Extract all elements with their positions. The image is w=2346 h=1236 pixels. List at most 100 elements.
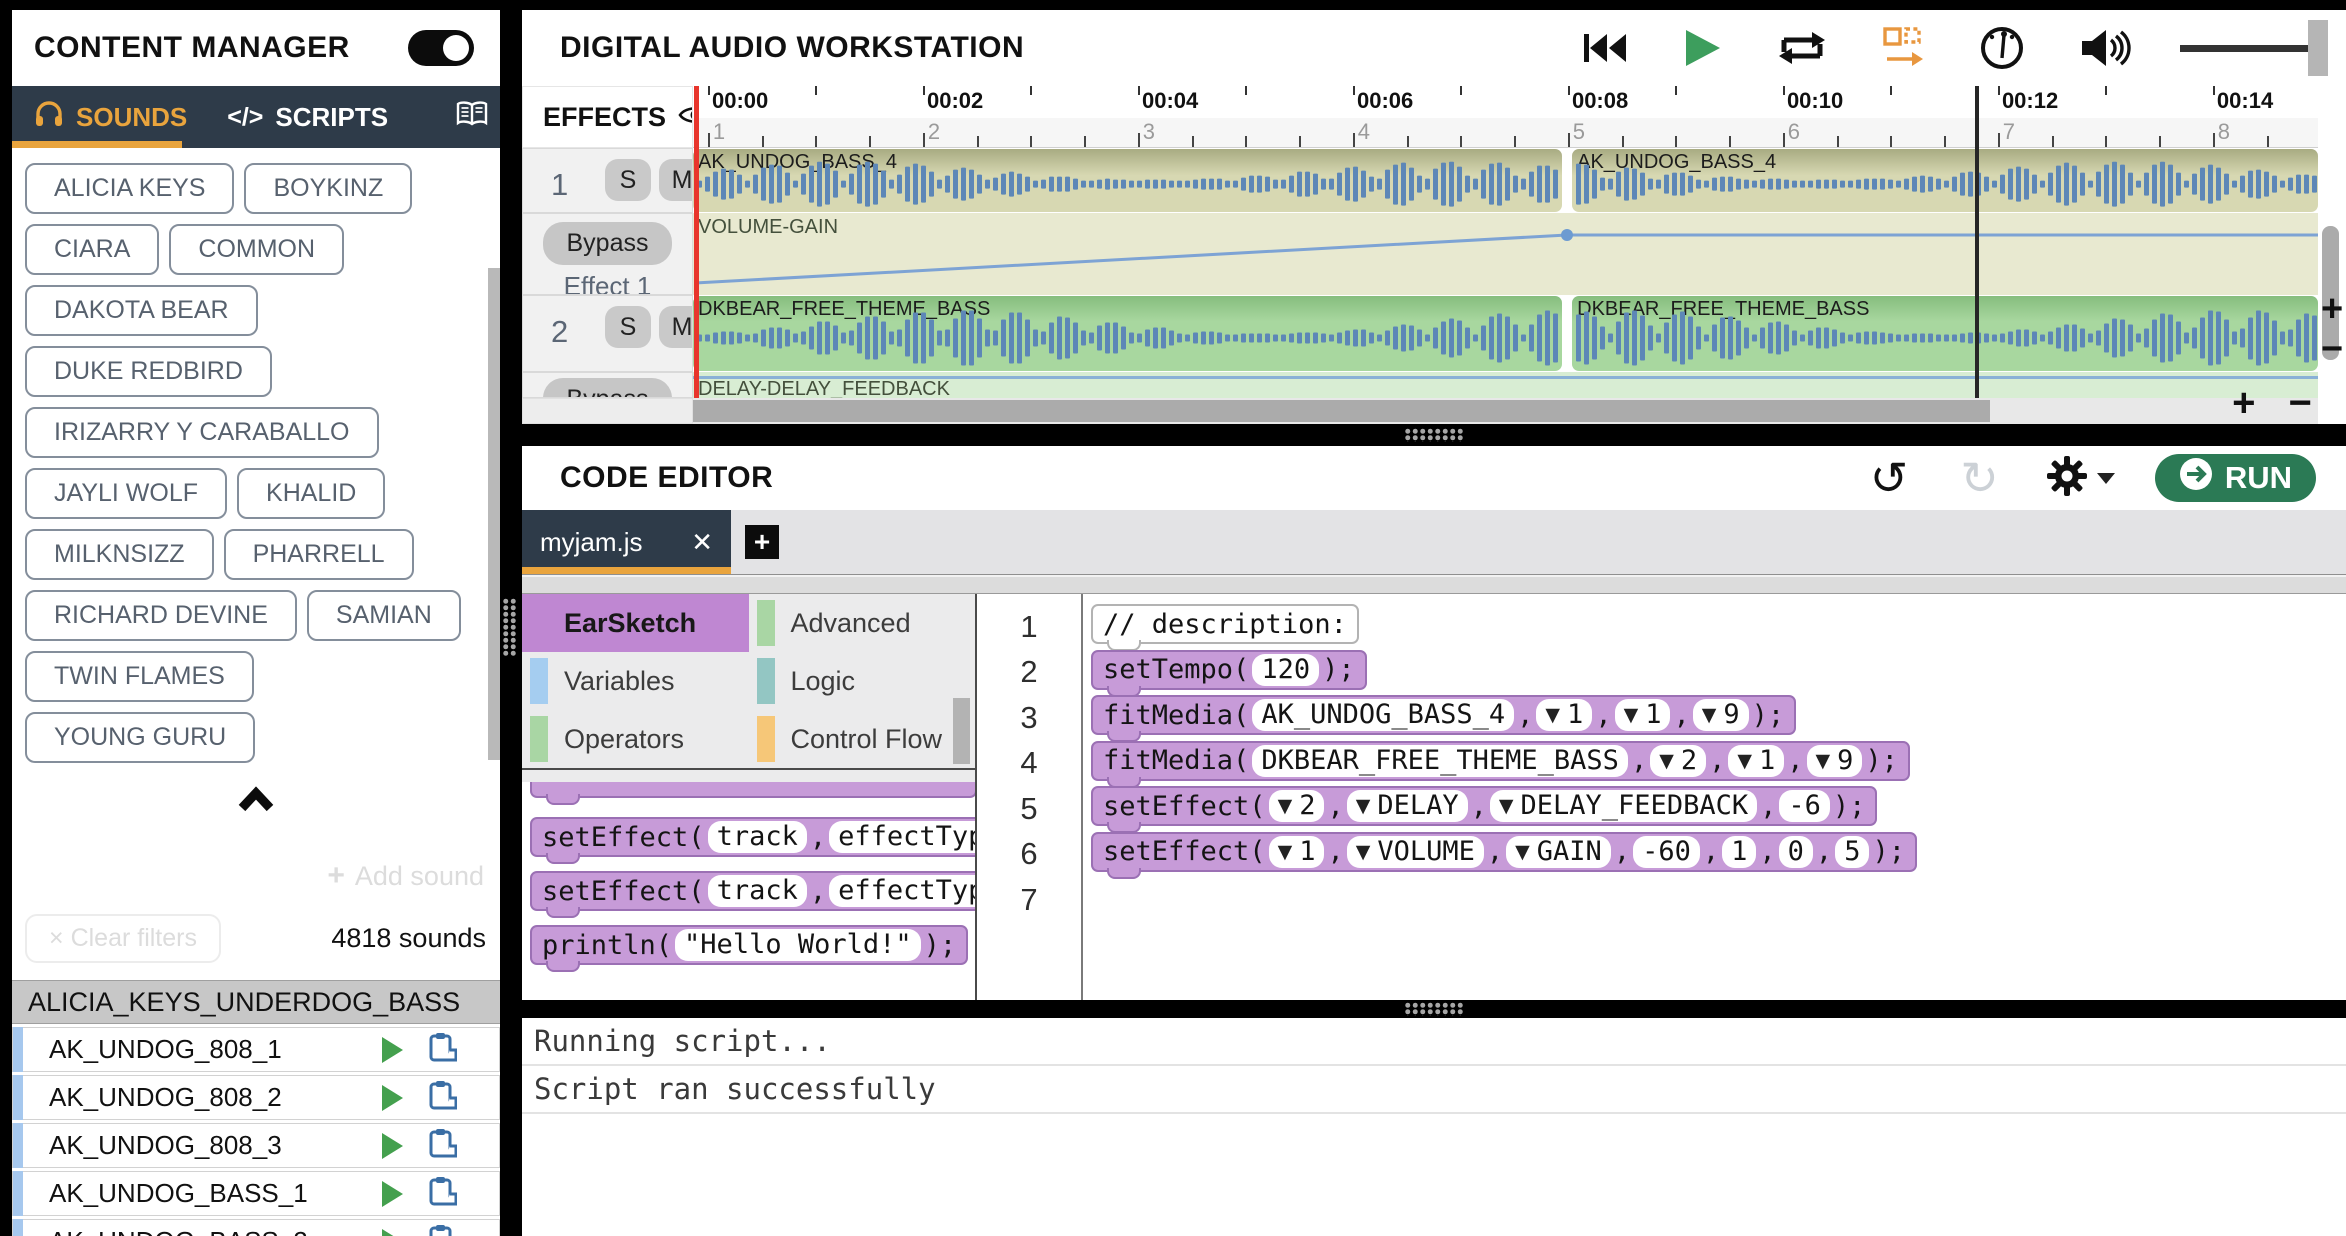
track-1-bypass-button[interactable]: Bypass [542,222,673,265]
tab-sounds[interactable]: SOUNDS [34,100,187,135]
block-dropdown[interactable]: ▼ DELAY_FEEDBACK [1489,790,1758,822]
artist-filter-chip[interactable]: RICHARD DEVINE [25,590,297,641]
block-slot[interactable]: track [707,821,807,853]
palette-block[interactable]: println("Hello World!"); [530,925,969,972]
sidebar-scrollbar[interactable] [488,268,500,760]
sound-list-item[interactable]: AK_UNDOG_BASS_2 [12,1219,500,1236]
block-slot[interactable]: 1 [1722,835,1757,868]
artist-filter-chip[interactable]: IRIZARRY Y CARABALLO [25,407,379,458]
track-2-mute-button[interactable]: M [659,306,692,348]
palette-category-variables[interactable]: Variables [522,652,749,710]
track-1-mute-button[interactable]: M [659,159,692,201]
palette-block[interactable]: setEffect(track, effectType, [530,817,975,864]
block-dropdown[interactable]: ▼ 2 [1268,790,1325,822]
artist-filter-chip[interactable]: YOUNG GURU [25,712,256,763]
audio-clip[interactable]: AK_UNDOG_BASS_4 [693,149,1563,212]
artist-filter-chip[interactable]: DAKOTA BEAR [25,285,258,336]
sound-list-item[interactable]: AK_UNDOG_808_3 [12,1123,500,1168]
block-dropdown[interactable]: ▼ 1 [1614,699,1671,731]
loop-button[interactable] [1770,25,1834,71]
code-block[interactable]: setEffect(▼ 2, ▼ DELAY, ▼ DELAY_FEEDBACK, -… [1091,786,1878,833]
block-slot[interactable]: DKBEAR_FREE_THEME_BASS [1252,744,1628,777]
block-dropdown[interactable]: ▼ 9 [1806,744,1863,777]
track-2-effect-lane[interactable]: DELAY-DELAY_FEEDBACK [693,372,2318,398]
block-slot[interactable]: effectType [829,875,975,907]
block-slot[interactable]: 120 [1252,653,1320,686]
block-slot[interactable]: -60 [1633,835,1700,868]
paste-to-code-icon[interactable] [429,1128,458,1163]
paste-to-code-icon[interactable] [429,1176,458,1211]
preview-play-icon[interactable] [382,1228,403,1236]
palette-category-control-flow[interactable]: Control Flow [749,710,976,768]
sound-folder-header[interactable]: ALICIA_KEYS_UNDERDOG_BASS [12,980,500,1024]
code-console-resize-handle[interactable] [1404,1002,1464,1016]
preview-play-icon[interactable] [382,1132,403,1159]
automation-point[interactable] [1561,229,1573,241]
preview-play-icon[interactable] [382,1036,403,1063]
blocks-code-area[interactable]: // description: setTempo(120); fitMedia(AK… [1083,594,2346,1000]
block-dropdown[interactable]: ▼ 1 [1268,835,1325,868]
measure-ruler[interactable]: 1 2 3 4 5 6 7 8 [693,118,2318,148]
daw-vertical-scrollbar[interactable] [2322,226,2339,360]
editor-scroll-strip[interactable] [522,574,2346,594]
playhead[interactable] [694,86,699,398]
chevron-up-icon[interactable] [234,784,278,819]
sound-list-item[interactable]: AK_UNDOG_808_2 [12,1075,500,1120]
block-slot[interactable]: -6 [1779,790,1830,822]
preview-play-icon[interactable] [382,1084,403,1111]
code-block[interactable]: setEffect(▼ 1, ▼ VOLUME, ▼ GAIN, -60, 1, 0,… [1091,831,1917,879]
block-dropdown[interactable]: ▼ 1 [1536,699,1593,731]
palette-scrollbar[interactable] [953,698,970,764]
sound-list-item[interactable]: AK_UNDOG_808_1 [12,1027,500,1072]
artist-filter-chip[interactable]: MILKNSIZZ [25,529,214,580]
time-ruler[interactable]: 00:00 00:02 00:04 00:06 00:08 00:10 00:12 00:14 [693,86,2318,118]
block-dropdown[interactable]: ▼ 2 [1650,744,1707,777]
palette-category-logic[interactable]: Logic [749,652,976,710]
block-slot[interactable]: 5 [1835,835,1870,868]
block-slot[interactable]: track [707,875,807,907]
palette-category-advanced[interactable]: Advanced [749,594,976,652]
volume-slider[interactable] [2180,20,2328,76]
paste-to-code-icon[interactable] [429,1080,458,1115]
palette-block[interactable]: setEffect(track, effectType, [530,871,975,918]
block-dropdown[interactable]: ▼ VOLUME [1346,835,1484,868]
volume-slider-handle[interactable] [2308,20,2328,76]
timeline-cursor[interactable] [1975,86,1980,398]
track-1-effect-lane[interactable]: VOLUME-GAIN [693,213,2318,295]
block-dropdown[interactable]: ▼ GAIN [1506,835,1611,868]
code-block[interactable]: // description: [1091,604,1359,651]
artist-filter-chip[interactable]: TWIN FLAMES [25,651,254,702]
editor-settings-menu[interactable] [2045,454,2115,503]
audio-clip[interactable]: DKBEAR_FREE_THEME_BASS [693,296,1563,371]
artist-filter-chip[interactable]: JAYLI WOLF [25,468,228,519]
rewind-to-start-button[interactable] [1576,26,1634,70]
block-slot[interactable]: 0 [1778,835,1813,868]
palette-category-operators[interactable]: Operators [522,710,749,768]
horizontal-zoom-in-button[interactable]: + [2232,381,2256,425]
metronome-button[interactable] [1972,23,2032,73]
preview-play-icon[interactable] [382,1180,403,1207]
block-dropdown[interactable]: ▼ 9 [1692,699,1749,731]
track-2-lane[interactable]: DKBEAR_FREE_THEME_BASS DKBEAR_FREE_THEME_… [693,295,2318,372]
redo-icon[interactable]: ↻ [1954,454,2005,502]
audio-clip[interactable]: DKBEAR_FREE_THEME_BASS [1572,296,2318,371]
track-2-solo-button[interactable]: S [605,306,651,348]
vertical-zoom-out-button[interactable]: − [2321,328,2344,370]
daw-horizontal-scrollbar[interactable] [693,398,2318,424]
daw-code-resize-handle[interactable] [1404,428,1464,442]
daw-hscroll-thumb[interactable] [693,400,1990,422]
sound-list-item[interactable]: AK_UNDOG_BASS_1 [12,1171,500,1216]
code-block[interactable]: setTempo(120); [1091,649,1367,697]
tab-myjam-js[interactable]: myjam.js ✕ [522,510,731,574]
follow-playhead-button[interactable] [1876,25,1930,71]
track-1-lane[interactable]: AK_UNDOG_BASS_4 AK_UNDOG_BASS_4 [693,148,2318,213]
track-2-bypass-button[interactable]: Bypass [542,378,673,397]
artist-filter-chip[interactable]: BOYKINZ [244,163,413,214]
block-slot[interactable]: AK_UNDOG_BASS_4 [1252,699,1515,731]
artist-filter-chip[interactable]: ALICIA KEYS [25,163,235,214]
artist-filter-chip[interactable]: SAMIAN [306,590,461,641]
run-button[interactable]: RUN [2154,454,2316,502]
artist-filter-chip[interactable]: CIARA [25,224,160,275]
artist-filter-chip[interactable]: PHARRELL [223,529,414,580]
artist-filter-chip[interactable]: KHALID [237,468,386,519]
